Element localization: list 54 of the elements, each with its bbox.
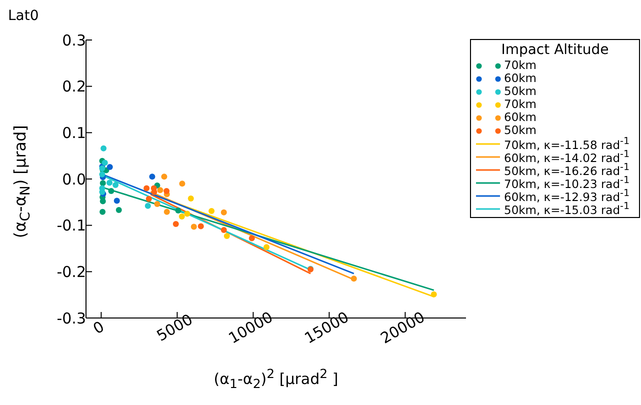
point xyxy=(114,198,120,204)
point xyxy=(108,188,114,194)
point xyxy=(172,220,179,227)
point xyxy=(106,180,113,186)
point xyxy=(220,226,227,233)
y-tick-label: 0.0 xyxy=(62,170,86,188)
point xyxy=(112,182,119,188)
chart-title: Lat0 xyxy=(8,8,39,24)
point xyxy=(350,276,357,282)
point xyxy=(144,185,150,192)
y-tick-label: 0.1 xyxy=(62,124,86,142)
legend-label: 60km xyxy=(504,71,536,85)
y-tick-label: -0.3 xyxy=(56,309,86,328)
point xyxy=(188,195,194,202)
point xyxy=(116,207,122,214)
point xyxy=(190,224,197,230)
point xyxy=(164,188,170,194)
y-tick-label: -0.1 xyxy=(56,216,86,235)
point xyxy=(99,171,106,178)
point xyxy=(144,202,151,209)
point xyxy=(102,160,108,166)
point xyxy=(164,208,170,215)
point xyxy=(154,201,160,208)
point xyxy=(208,208,215,214)
legend-label: 50km xyxy=(504,84,536,98)
legend-label: 70km xyxy=(504,58,536,72)
point xyxy=(179,180,186,187)
point xyxy=(430,291,437,298)
legend-title: Impact Altitude xyxy=(500,42,610,59)
point xyxy=(175,208,182,214)
y-tick-label: 0.2 xyxy=(62,78,86,96)
y-tick-label: -0.2 xyxy=(56,262,86,281)
legend-label: 50km, κ=-15.03 rad$^{-1}$ xyxy=(504,201,630,217)
legend-label: 70km xyxy=(504,97,536,111)
point xyxy=(184,210,190,217)
point xyxy=(149,174,156,180)
point xyxy=(264,244,270,250)
point xyxy=(161,174,168,180)
point xyxy=(146,196,152,202)
point xyxy=(178,214,185,220)
point xyxy=(106,164,113,170)
point xyxy=(198,223,204,230)
y-tick-label: 0.3 xyxy=(62,31,86,50)
x-tick-label: 0 xyxy=(90,317,108,338)
point xyxy=(248,235,255,242)
point xyxy=(224,232,230,239)
point xyxy=(100,145,107,152)
legend-label: 50km xyxy=(504,123,536,137)
text: (α$_{1}$-α$_{2}$)$^{2}$ [μrad$^{2}$ ] xyxy=(214,366,338,391)
point xyxy=(220,209,227,216)
point xyxy=(100,180,106,186)
point xyxy=(100,208,106,215)
point xyxy=(157,187,164,194)
legend-label: 60km xyxy=(504,110,536,124)
